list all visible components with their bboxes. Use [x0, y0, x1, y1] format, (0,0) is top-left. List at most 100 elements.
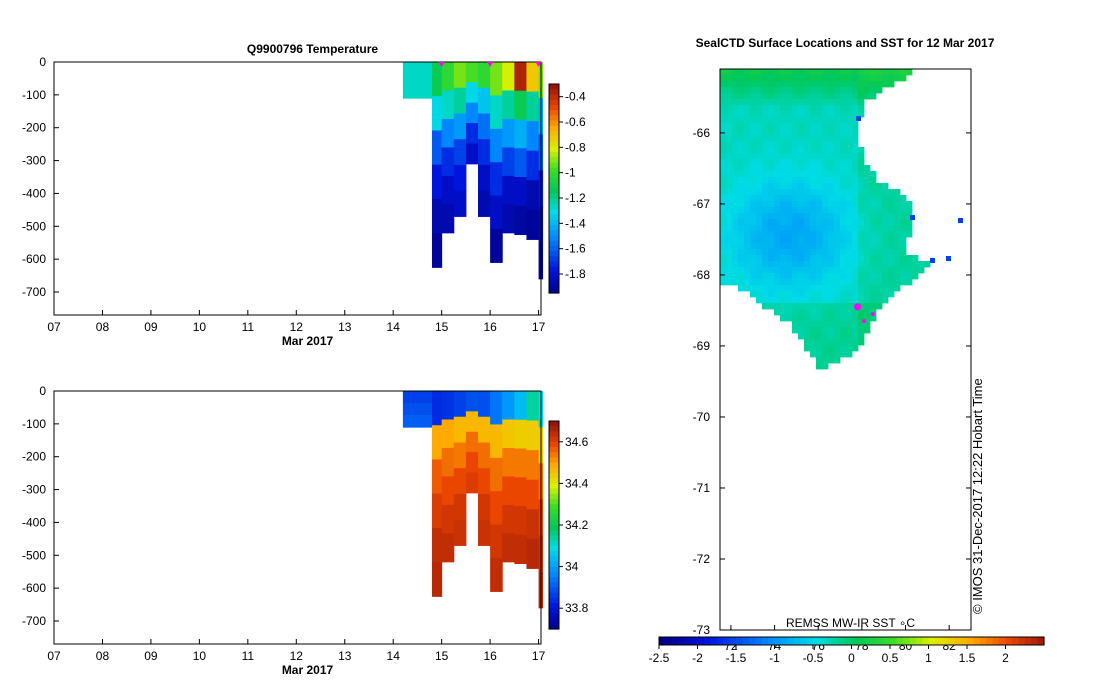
sst-cell: [780, 243, 787, 250]
sst-cell: [738, 69, 745, 76]
temperature-cell: [453, 139, 467, 166]
sst-cell: [756, 195, 763, 202]
sst-cell: [858, 195, 865, 202]
sst-cell: [774, 279, 781, 286]
sst-cell: [792, 225, 799, 232]
lat-tick-label: -72: [693, 552, 711, 566]
sst-cell: [732, 129, 739, 136]
sst-cell: [822, 171, 829, 178]
sst-cell: [738, 261, 745, 268]
colorbar-swatch: [896, 637, 904, 645]
colorbar-swatch: [671, 637, 679, 645]
y-tick-label: -300: [22, 154, 46, 168]
sst-cell: [726, 75, 733, 82]
sst-cell: [894, 249, 901, 256]
sst-cell: [804, 87, 811, 94]
sst-cell: [882, 261, 889, 268]
sst-cell: [858, 309, 865, 316]
temperature-cell: [431, 130, 443, 166]
sst-cell: [768, 207, 775, 214]
sst-cell: [804, 309, 811, 316]
sst-cell: [822, 123, 829, 130]
sst-cell: [846, 243, 853, 250]
sst-cell: [816, 249, 823, 256]
sst-cell: [750, 75, 757, 82]
colorbar-swatch: [549, 452, 559, 458]
sst-cell: [774, 183, 781, 190]
sst-cell: [852, 345, 859, 352]
sst-cell: [768, 75, 775, 82]
sst-cell: [912, 261, 919, 268]
sst-cell: [774, 159, 781, 166]
sst-cell: [858, 333, 865, 340]
sst-cell: [762, 75, 769, 82]
sst-cell: [786, 111, 793, 118]
sst-cell: [732, 117, 739, 124]
sst-cell: [894, 195, 901, 202]
sst-cell: [840, 309, 847, 316]
sst-cell: [732, 135, 739, 142]
sst-cell: [768, 141, 775, 148]
sst-cell: [804, 243, 811, 250]
colorbar-tick-label: 2: [1002, 651, 1009, 665]
sst-cell: [804, 291, 811, 298]
sst-cell: [822, 261, 829, 268]
sst-cell: [822, 309, 829, 316]
sst-cell: [804, 75, 811, 82]
x-tick-label: 15: [435, 649, 449, 663]
colorbar-swatch: [780, 637, 788, 645]
sst-cell: [816, 159, 823, 166]
colorbar-swatch: [549, 462, 559, 469]
lat-tick-label: -69: [693, 339, 711, 353]
sst-cell: [852, 297, 859, 304]
sst-cell: [804, 207, 811, 214]
sst-cell: [900, 237, 907, 244]
sst-cell: [792, 237, 799, 244]
salinity-cell: [431, 459, 443, 495]
sst-cell: [750, 213, 757, 220]
sst-cell: [906, 231, 913, 238]
colorbar-tick-label: -1: [565, 166, 576, 180]
colorbar-swatch: [832, 637, 840, 645]
salinity-cell: [478, 391, 491, 418]
sst-cell: [900, 243, 907, 250]
map-title: SealCTD Surface Locations and SST for 12…: [696, 36, 995, 50]
salinity-cell: [502, 419, 515, 449]
colorbar-swatch: [549, 421, 559, 427]
sst-cell: [834, 177, 841, 184]
sst-cell: [792, 75, 799, 82]
sst-cell: [864, 309, 871, 316]
sst-cell: [810, 81, 817, 88]
sst-cell: [762, 129, 769, 136]
salinity-cell: [490, 391, 503, 425]
salinity-cell: [431, 425, 443, 460]
x-tick-label: 17: [532, 320, 546, 334]
colorbar-tick-label: -2.5: [649, 651, 670, 665]
sst-cell: [798, 69, 805, 76]
sst-cell: [870, 195, 877, 202]
sst-cell: [726, 141, 733, 148]
sst-cell: [720, 183, 727, 190]
sst-cell: [780, 189, 787, 196]
sst-cell: [858, 267, 865, 274]
sst-cell: [870, 261, 877, 268]
sst-cell: [750, 195, 757, 202]
sst-cell: [834, 261, 841, 268]
sst-cell: [792, 189, 799, 196]
sst-cell: [804, 195, 811, 202]
sst-cell: [720, 255, 727, 262]
temperature-cell: [478, 164, 491, 192]
sst-cell: [852, 153, 859, 160]
sst-cell: [888, 201, 895, 208]
sst-cell: [774, 129, 781, 136]
sst-cell: [858, 207, 865, 214]
sst-cell: [792, 249, 799, 256]
sst-cell: [780, 249, 787, 256]
sst-cell: [810, 237, 817, 244]
sst-cell: [786, 279, 793, 286]
sst-cell: [726, 111, 733, 118]
colorbar-swatch: [877, 637, 885, 645]
temperature-cell: [514, 90, 527, 120]
temperature-cell: [441, 175, 455, 205]
sst-cell: [750, 255, 757, 262]
